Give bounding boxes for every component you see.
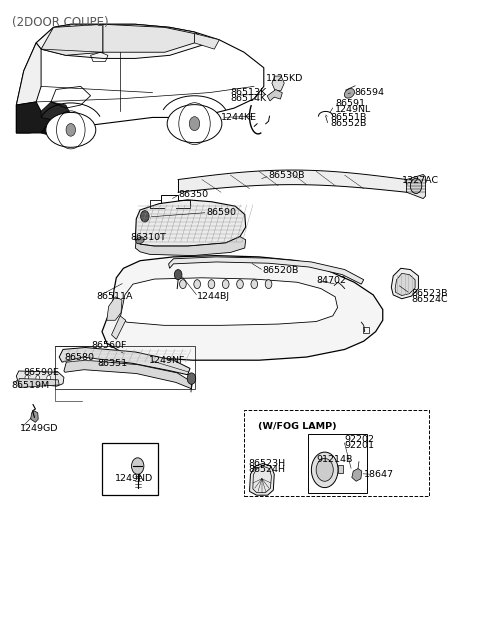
Text: 86523H: 86523H [249,459,286,468]
Polygon shape [267,89,282,101]
Polygon shape [103,24,194,52]
Circle shape [141,211,149,222]
Polygon shape [395,273,415,295]
Polygon shape [41,24,103,56]
Circle shape [194,279,201,288]
Text: (2DOOR COUPE): (2DOOR COUPE) [12,16,108,29]
Polygon shape [194,34,219,49]
Text: 86552B: 86552B [330,119,367,128]
Circle shape [312,452,338,487]
Text: 86551B: 86551B [330,113,367,122]
Ellipse shape [46,112,96,147]
Polygon shape [16,43,41,105]
Polygon shape [168,257,364,284]
Text: 86591: 86591 [335,99,365,108]
Text: 92202: 92202 [345,435,375,444]
Polygon shape [31,411,38,422]
Polygon shape [338,464,343,473]
Text: (W/FOG LAMP): (W/FOG LAMP) [258,422,336,431]
Polygon shape [120,278,337,325]
Text: 86513K: 86513K [230,87,267,96]
Circle shape [251,279,258,288]
Text: 86530B: 86530B [268,171,305,181]
Polygon shape [250,464,274,495]
Polygon shape [41,102,71,121]
Circle shape [410,178,422,193]
Text: 84702: 84702 [316,276,346,285]
Text: 86560F: 86560F [92,341,127,350]
Text: 86511A: 86511A [96,292,133,301]
Text: 86351: 86351 [97,359,127,368]
Circle shape [25,375,29,380]
Text: 86310T: 86310T [131,234,167,242]
Circle shape [222,279,229,288]
FancyBboxPatch shape [244,410,429,496]
Text: 86514K: 86514K [230,94,266,103]
Text: 86350: 86350 [178,190,208,199]
Text: 86523B: 86523B [411,289,448,298]
Polygon shape [36,24,209,59]
Polygon shape [272,76,284,91]
Polygon shape [107,297,122,320]
Polygon shape [135,237,246,256]
FancyBboxPatch shape [102,443,158,494]
Circle shape [237,279,243,288]
Polygon shape [18,378,59,387]
Text: 86580: 86580 [64,353,94,362]
Ellipse shape [136,237,144,244]
Polygon shape [41,121,85,141]
Text: 92201: 92201 [345,441,375,450]
Circle shape [208,279,215,288]
FancyBboxPatch shape [308,434,367,493]
Circle shape [265,279,272,288]
Text: 1244BJ: 1244BJ [197,292,230,301]
Text: 1249NL: 1249NL [335,105,372,114]
Text: 91214B: 91214B [316,455,352,464]
Text: 86520B: 86520B [263,266,299,276]
Text: 1244KE: 1244KE [221,113,257,122]
Polygon shape [64,360,192,389]
Polygon shape [102,256,383,360]
Polygon shape [407,174,426,198]
Circle shape [180,279,186,288]
Polygon shape [391,269,419,299]
Polygon shape [111,316,126,339]
Circle shape [66,124,75,136]
Text: 86524H: 86524H [249,465,286,474]
Text: 1249NF: 1249NF [149,356,185,365]
Polygon shape [59,348,190,375]
Text: 86524C: 86524C [411,295,448,304]
Text: 86519M: 86519M [12,381,50,390]
Ellipse shape [167,105,222,143]
Polygon shape [352,468,362,481]
Text: 1249GD: 1249GD [20,424,59,433]
Polygon shape [135,200,246,246]
Text: 18647: 18647 [364,470,394,478]
Text: 1125KD: 1125KD [266,73,303,83]
Text: 86594: 86594 [354,87,384,96]
Polygon shape [16,371,64,386]
Polygon shape [16,102,51,133]
Circle shape [36,375,40,380]
Text: 1249ND: 1249ND [115,473,154,483]
Circle shape [174,270,182,279]
Circle shape [187,373,196,384]
Text: 1327AC: 1327AC [402,176,439,185]
Ellipse shape [344,89,355,98]
Text: 86590: 86590 [207,208,237,217]
Text: 86590E: 86590E [24,368,60,377]
Circle shape [47,375,50,380]
Circle shape [132,458,144,474]
Circle shape [316,459,333,481]
Circle shape [189,117,200,131]
